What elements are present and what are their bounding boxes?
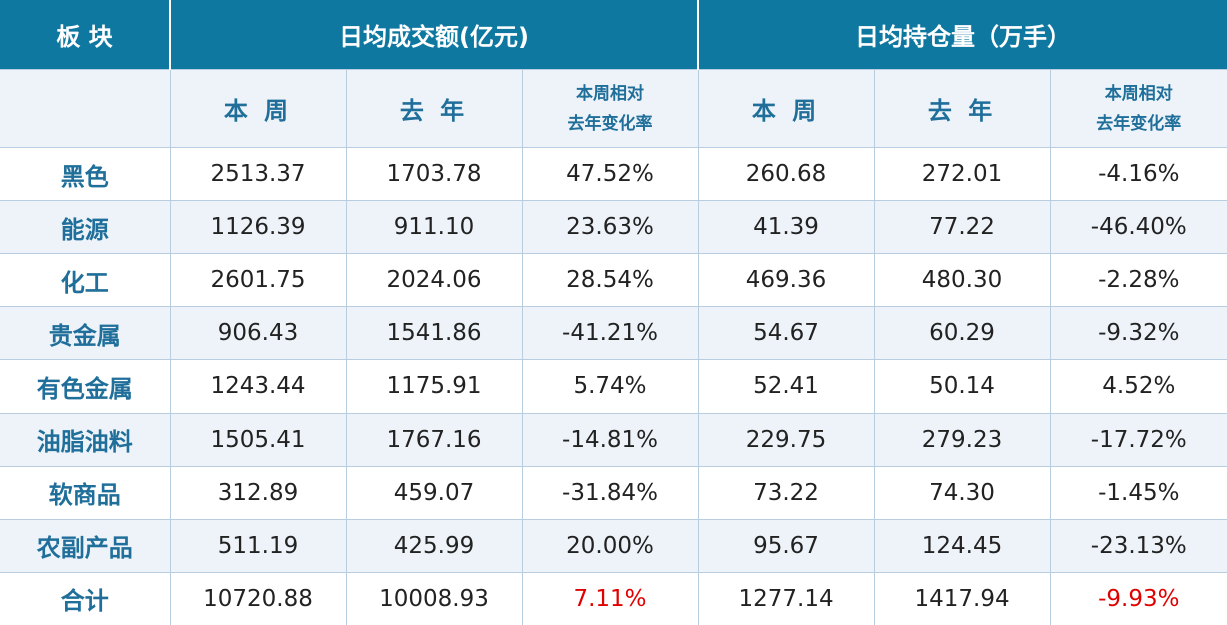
position-year-cell: 480.30: [873, 253, 1051, 308]
position-change-header-line2: 去年变化率: [1096, 113, 1182, 134]
turnover-change-cell: -31.84%: [521, 465, 699, 520]
turnover-change-cell: 47.52%: [521, 146, 699, 202]
turnover-change-header-line1: 本周相对: [576, 83, 645, 104]
position-week-cell: 469.36: [697, 253, 875, 308]
table-row: 软商品 312.89 459.07 -31.84% 73.22 74.30 -1…: [0, 465, 1227, 520]
turnover-year-cell: 10008.93: [345, 571, 523, 625]
position-week-cell: 54.67: [697, 306, 875, 361]
position-change-cell: -1.45%: [1049, 465, 1227, 520]
turnover-week-cell: 1126.39: [169, 200, 347, 255]
position-year-cell: 124.45: [873, 518, 1051, 573]
table-row: 油脂油料 1505.41 1767.16 -14.81% 229.75 279.…: [0, 412, 1227, 467]
turnover-week-cell: 312.89: [169, 465, 347, 520]
turnover-change-cell: -14.81%: [521, 412, 699, 467]
position-year-cell: 1417.94: [873, 571, 1051, 625]
subheader-empty-cell: [0, 69, 171, 148]
position-year-cell: 77.22: [873, 200, 1051, 255]
position-week-cell: 229.75: [697, 412, 875, 467]
position-last-year-header: 去 年: [873, 69, 1051, 148]
position-year-cell: 74.30: [873, 465, 1051, 520]
position-year-cell: 279.23: [873, 412, 1051, 467]
position-change-cell: -17.72%: [1049, 412, 1227, 467]
position-week-cell: 52.41: [697, 359, 875, 414]
position-this-week-header: 本 周: [697, 69, 875, 148]
turnover-change-header: 本周相对 去年变化率: [521, 69, 699, 148]
turnover-change-cell: -41.21%: [521, 306, 699, 361]
turnover-week-cell: 511.19: [169, 518, 347, 573]
turnover-year-cell: 425.99: [345, 518, 523, 573]
position-change-cell: 4.52%: [1049, 359, 1227, 414]
sector-cell: 农副产品: [0, 518, 171, 573]
subheader-row: 本 周 去 年 本周相对 去年变化率 本 周 去 年 本周相对 去年变化率: [0, 69, 1227, 148]
position-group-header: 日均持仓量（万手）: [698, 0, 1227, 70]
position-year-cell: 272.01: [873, 146, 1051, 202]
turnover-week-cell: 1505.41: [169, 412, 347, 467]
table-row: 有色金属 1243.44 1175.91 5.74% 52.41 50.14 4…: [0, 359, 1227, 414]
total-row: 合计 10720.88 10008.93 7.11% 1277.14 1417.…: [0, 571, 1227, 625]
position-year-cell: 60.29: [873, 306, 1051, 361]
position-week-cell: 41.39: [697, 200, 875, 255]
turnover-week-cell: 2513.37: [169, 146, 347, 202]
position-change-cell: -9.32%: [1049, 306, 1227, 361]
position-change-cell: -23.13%: [1049, 518, 1227, 573]
turnover-year-cell: 911.10: [345, 200, 523, 255]
table-row: 农副产品 511.19 425.99 20.00% 95.67 124.45 -…: [0, 518, 1227, 573]
sector-header: 板 块: [0, 0, 171, 70]
turnover-change-cell: 5.74%: [521, 359, 699, 414]
table-row: 化工 2601.75 2024.06 28.54% 469.36 480.30 …: [0, 253, 1227, 308]
turnover-year-cell: 1767.16: [345, 412, 523, 467]
sector-cell: 软商品: [0, 465, 171, 520]
position-change-cell: -4.16%: [1049, 146, 1227, 202]
position-week-cell: 95.67: [697, 518, 875, 573]
turnover-group-header: 日均成交额(亿元): [170, 0, 700, 70]
position-week-cell: 260.68: [697, 146, 875, 202]
position-week-cell: 1277.14: [697, 571, 875, 625]
turnover-week-cell: 10720.88: [169, 571, 347, 625]
turnover-year-cell: 1541.86: [345, 306, 523, 361]
table-row: 黑色 2513.37 1703.78 47.52% 260.68 272.01 …: [0, 146, 1227, 202]
turnover-change-cell: 23.63%: [521, 200, 699, 255]
position-change-cell: -46.40%: [1049, 200, 1227, 255]
turnover-change-cell: 20.00%: [521, 518, 699, 573]
turnover-week-cell: 906.43: [169, 306, 347, 361]
turnover-week-cell: 2601.75: [169, 253, 347, 308]
sector-cell: 能源: [0, 200, 171, 255]
turnover-last-year-header: 去 年: [345, 69, 523, 148]
sector-cell: 有色金属: [0, 359, 171, 414]
position-change-header: 本周相对 去年变化率: [1049, 69, 1227, 148]
position-change-cell: -2.28%: [1049, 253, 1227, 308]
table-row: 能源 1126.39 911.10 23.63% 41.39 77.22 -46…: [0, 200, 1227, 255]
position-change-total-cell: -9.93%: [1049, 571, 1227, 625]
table-row: 贵金属 906.43 1541.86 -41.21% 54.67 60.29 -…: [0, 306, 1227, 361]
turnover-this-week-header: 本 周: [169, 69, 347, 148]
sector-cell: 合计: [0, 571, 171, 625]
turnover-year-cell: 1175.91: [345, 359, 523, 414]
turnover-change-total-cell: 7.11%: [521, 571, 699, 625]
position-year-cell: 50.14: [873, 359, 1051, 414]
turnover-week-cell: 1243.44: [169, 359, 347, 414]
turnover-change-cell: 28.54%: [521, 253, 699, 308]
sector-cell: 油脂油料: [0, 412, 171, 467]
position-week-cell: 73.22: [697, 465, 875, 520]
turnover-year-cell: 459.07: [345, 465, 523, 520]
turnover-year-cell: 2024.06: [345, 253, 523, 308]
position-change-header-line1: 本周相对: [1104, 83, 1173, 104]
sector-cell: 黑色: [0, 146, 171, 202]
turnover-change-header-line2: 去年变化率: [567, 113, 653, 134]
header-row: 板 块 日均成交额(亿元) 日均持仓量（万手）: [0, 0, 1227, 70]
sector-cell: 贵金属: [0, 306, 171, 361]
turnover-year-cell: 1703.78: [345, 146, 523, 202]
sector-cell: 化工: [0, 253, 171, 308]
